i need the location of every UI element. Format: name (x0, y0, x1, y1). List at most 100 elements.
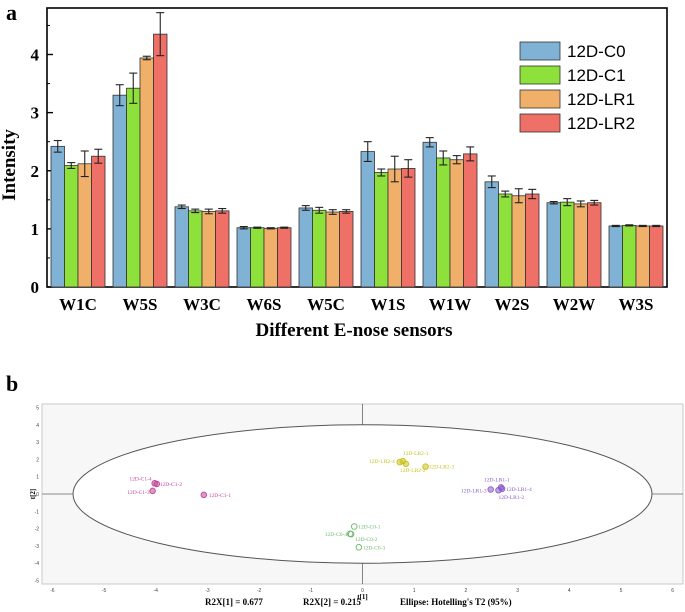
b-point-label: 12D-LR2-1 (403, 451, 429, 457)
a-bar (325, 211, 340, 288)
b-score-point (350, 523, 358, 530)
a-bar (126, 87, 141, 288)
panel-a-label: a (6, 0, 17, 25)
b-score-point (487, 486, 494, 493)
b-point-label: 12D-C1-3 (127, 490, 150, 496)
a-legend-label: 12D-C0 (567, 42, 626, 61)
b-point-label: 12D-C1-4 (129, 476, 152, 482)
a-x-tick-label: W1W (429, 295, 472, 314)
b-x-tick-label: 6 (671, 588, 674, 594)
b-point-label: 12D-C0-1 (358, 525, 381, 531)
b-x-tick-label: -5 (102, 588, 107, 594)
a-bar (484, 181, 499, 288)
a-bar (236, 227, 251, 288)
a-bar (622, 224, 637, 288)
a-legend-swatch (519, 41, 561, 61)
b-score-point (149, 487, 156, 495)
b-x-tick-label: -3 (205, 588, 210, 594)
a-bar (401, 168, 416, 288)
a-x-tick-label: W1C (59, 295, 97, 314)
a-bar (635, 225, 650, 288)
a-bar (649, 225, 664, 288)
b-x-tick-label: -1 (309, 588, 314, 594)
b-point-label: 12D-C0-3 (363, 545, 386, 551)
a-bar (174, 206, 189, 288)
a-y-tick-label: 4 (31, 46, 40, 65)
b-footer-r2x1: R2X[1] = 0.677 (205, 597, 263, 607)
a-bar (188, 210, 203, 288)
b-x-axis-title: t[1] (357, 593, 368, 601)
a-legend-swatch (519, 89, 561, 109)
b-y-tick-label: 1 (36, 475, 39, 481)
a-bar (91, 155, 106, 288)
b-x-tick-label: 0 (361, 588, 364, 594)
a-bar (374, 172, 389, 288)
b-score-point (422, 463, 429, 470)
a-bar (511, 195, 526, 288)
b-y-tick-label: -4 (35, 561, 40, 567)
a-x-tick-label: W6S (247, 295, 282, 314)
b-x-tick-label: 4 (568, 588, 571, 594)
b-y-tick-label: 5 (36, 405, 39, 411)
b-point-label: 12D-C0-4 (325, 532, 348, 538)
b-y-tick-label: -5 (35, 579, 40, 585)
a-y-tick-label: 2 (31, 162, 40, 181)
pca-score-plot-b: b -6 -5 -4 -3 -2 -1 0 1 2 3 4 5 6 5 4 3 2 1 0 -1 -2 -3 -4 -5 t[1… (6, 371, 684, 607)
b-point-label: 12D-LR2-4 (369, 459, 395, 465)
panel-b-label: b (6, 371, 18, 396)
a-bar (436, 157, 451, 288)
b-score-point (200, 491, 208, 499)
a-x-tick-label: W3C (183, 295, 221, 314)
b-x-tick-label: 1 (413, 588, 416, 594)
a-bar (153, 33, 168, 288)
a-x-tick-label: W5S (123, 295, 158, 314)
a-legend-label: 12D-C1 (567, 66, 626, 85)
b-point-label: 12D-C1-2 (160, 482, 183, 488)
b-y-tick-label: 4 (36, 423, 39, 429)
b-score-point (346, 530, 354, 538)
a-bar (387, 168, 402, 288)
a-legend-swatch (519, 113, 561, 133)
a-x-tick-label: W1S (371, 295, 406, 314)
b-y-tick-label: 0 (36, 492, 39, 498)
b-y-tick-label: -1 (35, 509, 40, 515)
a-bar (498, 193, 513, 288)
a-bar (360, 151, 375, 288)
b-score-point (151, 480, 158, 487)
b-x-tick-label: 3 (516, 588, 519, 594)
b-y-axis-title: t[2] (29, 489, 37, 500)
b-y-tick-label: -3 (35, 544, 40, 550)
b-point-label: 12D-LR1-2 (498, 495, 524, 501)
a-bar (422, 141, 437, 288)
b-y-tick-label: 2 (36, 457, 39, 463)
a-y-axis-title: Intensity (0, 129, 20, 201)
b-y-tick-label: 3 (36, 440, 39, 446)
a-x-tick-label: W2S (495, 295, 530, 314)
a-bar (50, 145, 65, 288)
b-x-tick-label: -4 (153, 588, 158, 594)
b-score-point (402, 460, 410, 468)
a-bar (560, 201, 575, 288)
a-x-tick-label: W2W (553, 295, 596, 314)
a-bar (312, 209, 327, 288)
b-y-tick-label: -2 (35, 527, 40, 533)
a-bar (525, 193, 540, 288)
b-point-label: 12D-LR2-3 (429, 465, 455, 471)
a-y-tick-label: 0 (31, 278, 40, 297)
a-y-tick-label: 3 (31, 104, 40, 123)
b-footer-r2x2: R2X[2] = 0.215 (303, 597, 361, 607)
a-plot-frame (46, 7, 668, 288)
a-bar (64, 165, 79, 288)
a-bar (77, 163, 92, 288)
b-x-tick-label: -2 (257, 588, 262, 594)
a-bar (573, 203, 588, 288)
a-legend-label: 12D-LR2 (567, 114, 635, 133)
a-x-tick-label: W3S (619, 295, 654, 314)
a-bar (608, 225, 623, 288)
b-score-point (498, 485, 506, 493)
a-bar (250, 227, 265, 288)
b-x-tick-label: 2 (464, 588, 467, 594)
a-bar (463, 153, 478, 288)
a-bar (339, 211, 354, 288)
b-score-point (355, 544, 363, 551)
